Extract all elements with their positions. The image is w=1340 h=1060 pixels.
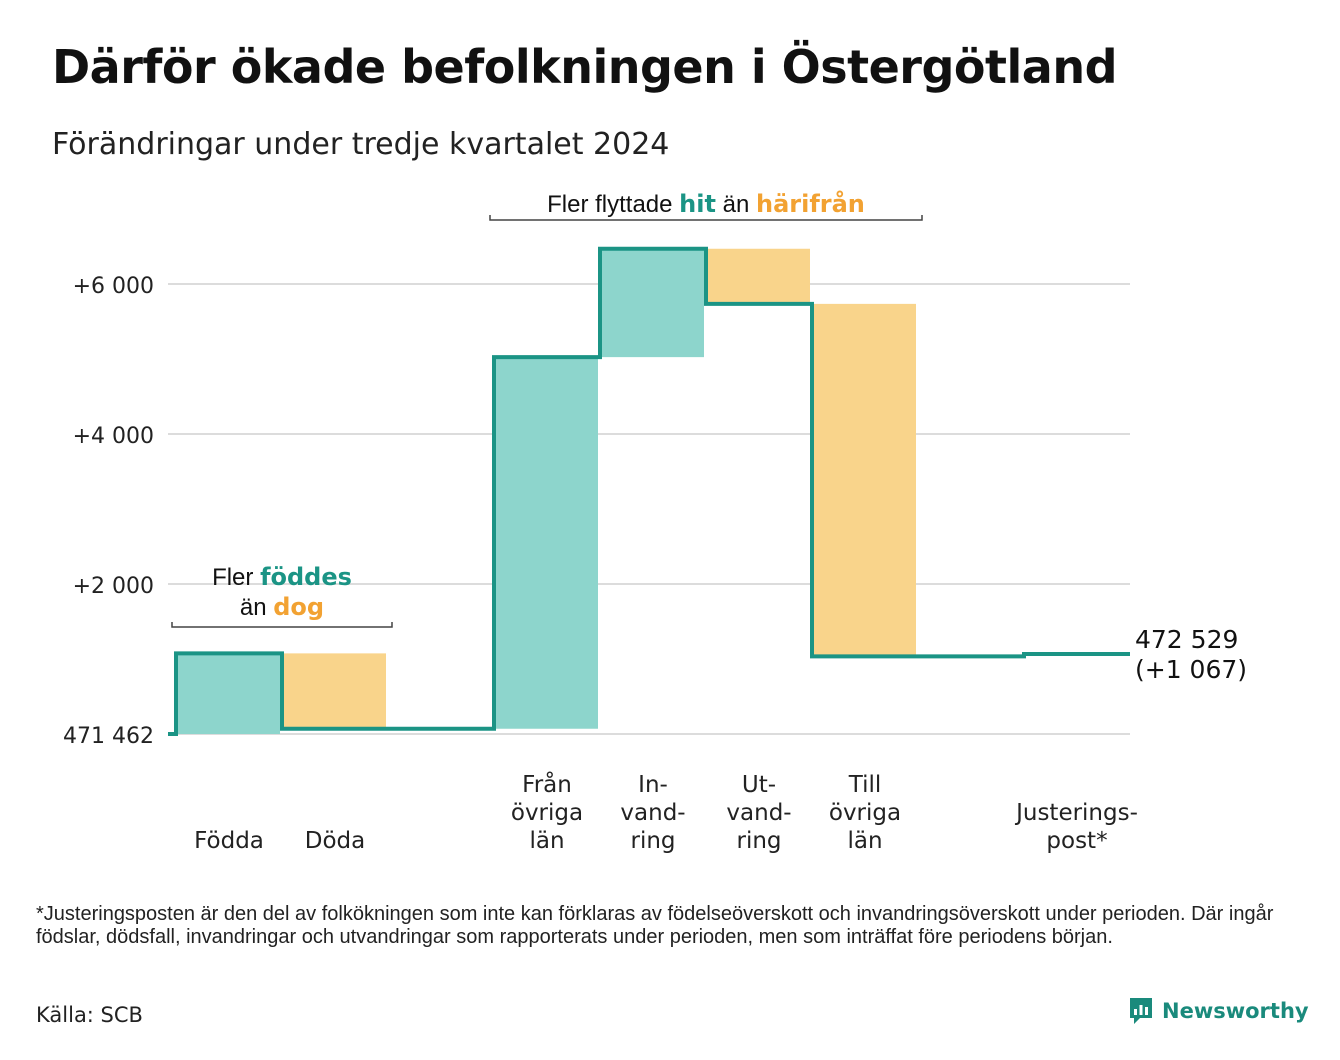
annotation-text: än dog: [240, 593, 324, 621]
waterfall-bar: [496, 357, 598, 729]
annotation-text: Fler flyttade hit än härifrån: [547, 189, 865, 218]
annotation-text-part: än: [240, 594, 273, 621]
end-value-label: 472 529: [1135, 625, 1238, 654]
annotation-text-part: härifrån: [756, 189, 865, 218]
x-category-label: vand-: [620, 800, 685, 826]
annotation-text: Fler föddes: [212, 563, 352, 591]
annotation-text-part: föddes: [260, 563, 352, 591]
waterfall-bar: [284, 653, 386, 729]
annotation-text-part: Fler flyttade: [547, 191, 679, 218]
y-tick-label: +4 000: [73, 424, 154, 449]
waterfall-bar: [178, 653, 280, 734]
x-category-label: post*: [1046, 828, 1107, 854]
brand-name: Newsworthy: [1162, 999, 1309, 1023]
annotation-text-part: Fler: [212, 564, 260, 591]
x-category-label: ring: [736, 828, 781, 854]
end-change-label: (+1 067): [1135, 655, 1247, 684]
x-category-label: Födda: [194, 828, 264, 854]
x-category-label: län: [529, 828, 564, 854]
x-category-label: Från: [522, 770, 572, 798]
source-label: Källa: SCB: [36, 1003, 143, 1027]
annotation-bracket: [171, 622, 393, 628]
x-category-label: Döda: [305, 828, 365, 854]
x-category-label: In-: [638, 772, 668, 798]
waterfall-bar: [708, 248, 810, 304]
waterfall-bar: [602, 248, 704, 358]
x-category-label: Justerings-: [1014, 800, 1138, 826]
annotation-text-part: dog: [273, 593, 324, 621]
newsworthy-logo-icon: [1130, 998, 1152, 1024]
y-tick-label: +6 000: [73, 274, 154, 299]
chart-subtitle: Förändringar under tredje kvartalet 2024: [52, 127, 670, 162]
y-tick-label: +2 000: [73, 574, 154, 599]
x-category-label: övriga: [511, 800, 583, 826]
x-category-label: Till: [848, 772, 882, 798]
annotation-text-part: hit: [679, 190, 716, 218]
waterfall-bar: [814, 303, 916, 657]
cumulative-step-line: [168, 246, 1130, 736]
x-category-label: övriga: [829, 800, 901, 826]
footnote: *Justeringsposten är den del av folkökni…: [36, 903, 1274, 948]
brand[interactable]: Newsworthy: [1128, 996, 1309, 1026]
x-category-label: vand-: [726, 800, 791, 826]
x-category-label: ring: [630, 828, 675, 854]
chart-title: Därför ökade befolkningen i Östergötland: [52, 40, 1118, 94]
x-category-label: län: [847, 828, 882, 854]
x-category-label: Ut-: [742, 772, 776, 798]
annotation-text-part: än: [716, 191, 756, 218]
y-tick-label-start: 471 462: [63, 724, 154, 749]
annotation-bracket: [489, 215, 923, 221]
